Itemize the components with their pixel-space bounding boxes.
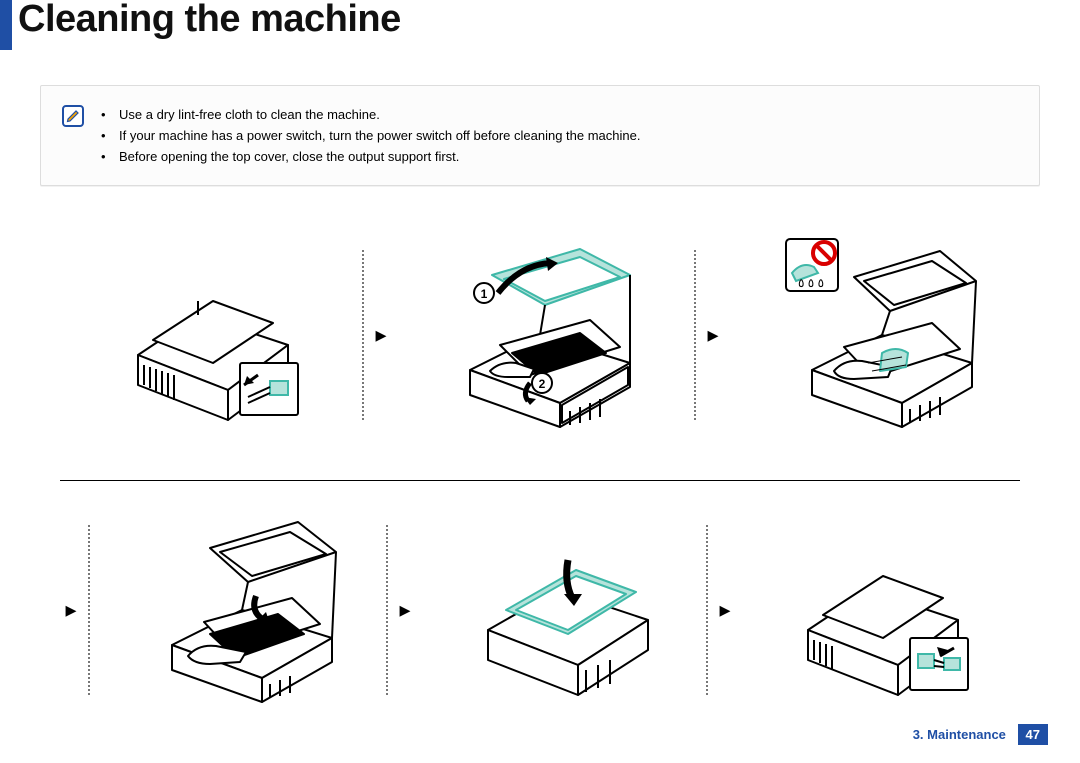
step-close-cover <box>416 510 700 710</box>
steps-row-2: ▸ ▸ <box>60 480 1020 740</box>
next-arrow-icon: ▸ <box>714 597 736 623</box>
page-title: Cleaning the machine <box>18 0 401 41</box>
printer-close-illustration <box>448 510 668 710</box>
step-divider <box>694 250 696 420</box>
svg-text:٥ ٥ ٥: ٥ ٥ ٥ <box>798 276 824 290</box>
chapter-label: 3. Maintenance <box>913 727 1006 742</box>
page-footer: 3. Maintenance 47 <box>913 724 1048 745</box>
info-bullet: Use a dry lint-free cloth to clean the m… <box>101 104 1019 125</box>
printer-unplug-illustration <box>98 235 318 435</box>
step-unplug <box>60 235 356 435</box>
no-liquid-icon: ٥ ٥ ٥ <box>786 239 838 291</box>
page-number: 47 <box>1018 724 1048 745</box>
step-wipe-inside: ٥ ٥ ٥ <box>724 235 1020 435</box>
step-open-remove: 1 2 <box>392 235 688 435</box>
info-bullet: Before opening the top cover, close the … <box>101 146 1019 167</box>
printer-plug-illustration <box>768 510 988 710</box>
step-number-2: 2 <box>539 377 546 391</box>
next-arrow-icon: ▸ <box>370 322 392 348</box>
next-arrow-icon: ▸ <box>60 597 82 623</box>
step-divider <box>88 525 90 695</box>
note-pencil-icon <box>61 104 85 128</box>
step-divider <box>386 525 388 695</box>
info-note-box: Use a dry lint-free cloth to clean the m… <box>40 85 1040 186</box>
step-number-1: 1 <box>481 287 488 301</box>
printer-reinsert-illustration <box>128 510 348 710</box>
printer-wipe-illustration: ٥ ٥ ٥ <box>762 235 982 435</box>
next-arrow-icon: ▸ <box>702 322 724 348</box>
printer-open-illustration: 1 2 <box>430 235 650 435</box>
info-bullet: If your machine has a power switch, turn… <box>101 125 1019 146</box>
next-arrow-icon: ▸ <box>394 597 416 623</box>
steps-row-1: ▸ 1 <box>60 205 1020 465</box>
title-accent-bar <box>0 0 12 50</box>
step-reinsert <box>96 510 380 710</box>
step-plug-in <box>736 510 1020 710</box>
step-divider <box>362 250 364 420</box>
step-divider <box>706 525 708 695</box>
